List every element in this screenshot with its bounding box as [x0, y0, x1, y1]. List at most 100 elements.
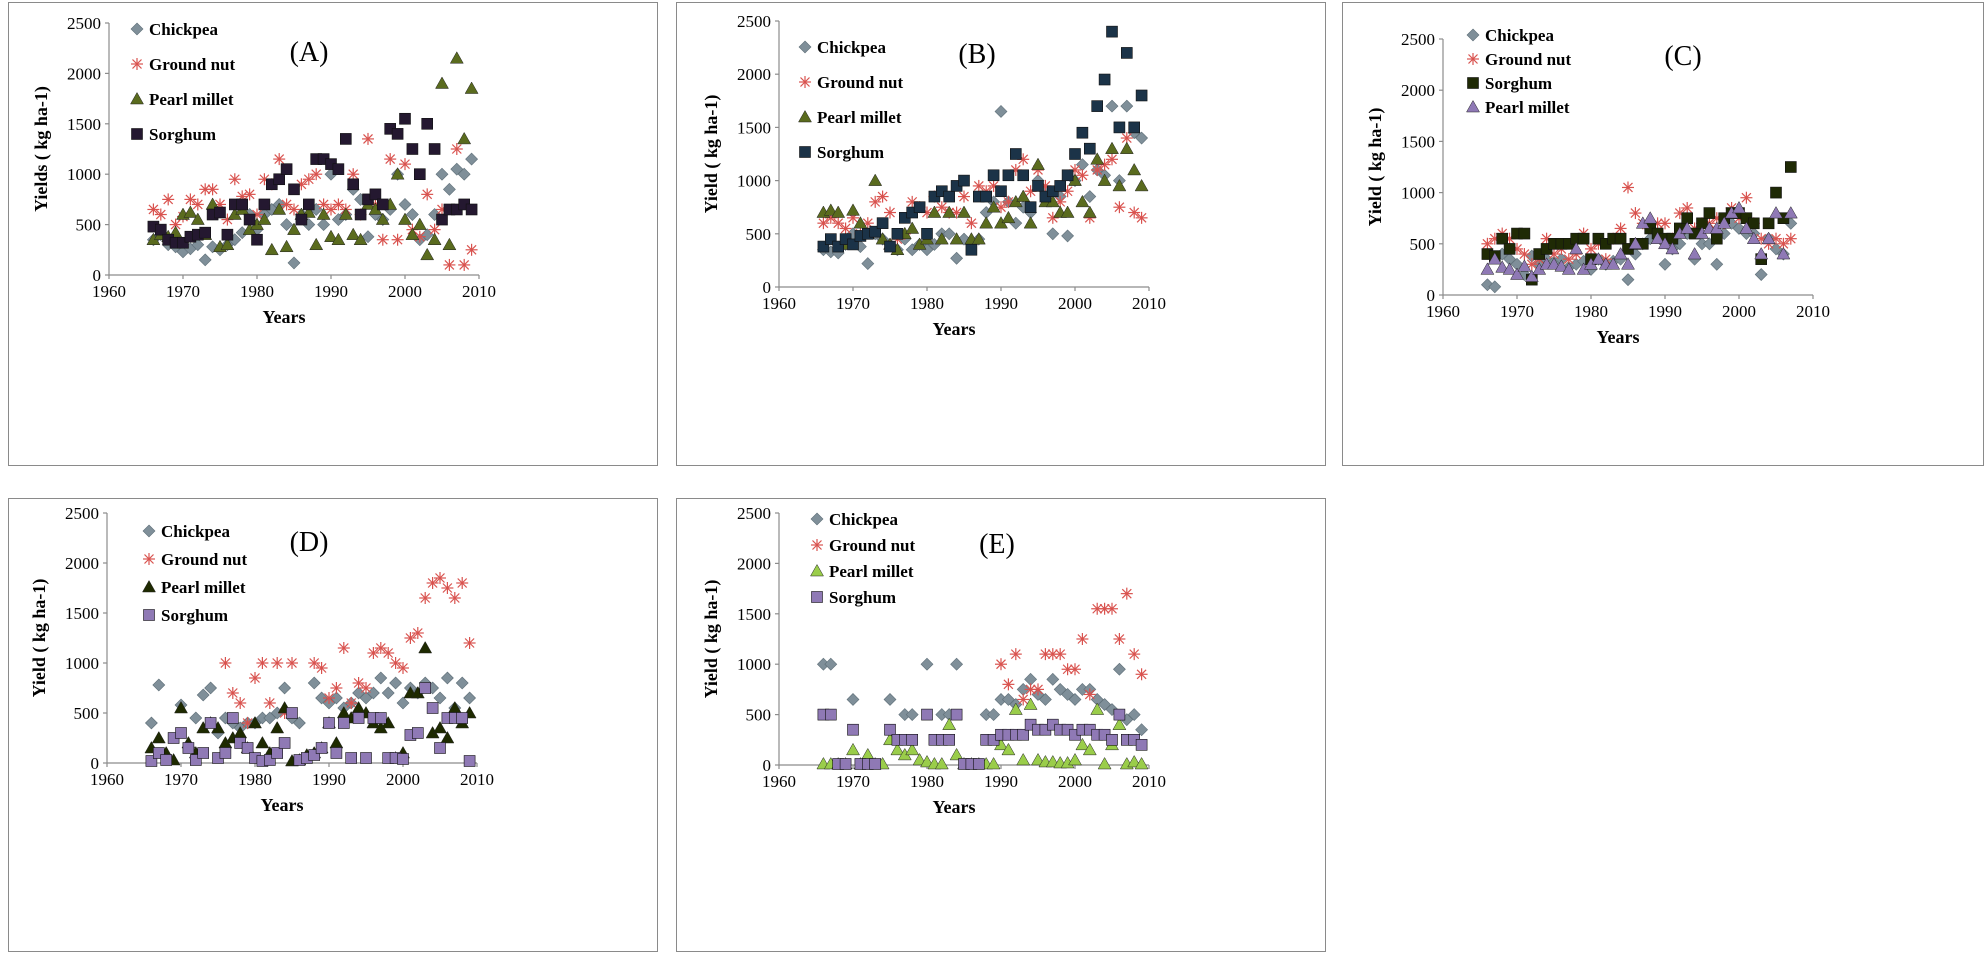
- x-tick-label: 1990: [312, 770, 346, 789]
- x-tick-label: 1980: [910, 294, 944, 313]
- legend-label: Ground nut: [1485, 50, 1571, 69]
- data-point: [1002, 678, 1015, 691]
- data-point: [433, 691, 447, 705]
- y-tick-label: 2500: [67, 14, 101, 33]
- data-point: [1031, 157, 1045, 170]
- data-point: [1002, 169, 1015, 182]
- data-point: [257, 212, 272, 225]
- data-point: [994, 105, 1008, 118]
- legend-marker: [1467, 77, 1479, 89]
- data-point: [1097, 173, 1112, 186]
- data-point: [934, 232, 949, 245]
- legend-marker: [143, 609, 155, 621]
- x-tick-label: 1970: [836, 294, 870, 313]
- series-sorghum: [145, 682, 476, 767]
- data-point: [1017, 693, 1030, 706]
- data-point: [360, 752, 372, 764]
- data-point: [427, 232, 442, 245]
- data-point: [404, 632, 417, 644]
- legend-marker: [131, 128, 143, 140]
- data-point: [942, 205, 957, 218]
- data-point: [391, 128, 404, 140]
- data-point: [1105, 99, 1119, 113]
- data-point: [1046, 227, 1060, 241]
- data-point: [226, 687, 239, 699]
- data-point: [1054, 180, 1067, 192]
- data-point: [419, 592, 432, 604]
- series-sorghum: [817, 708, 1148, 770]
- data-point: [360, 682, 372, 694]
- data-point: [1076, 126, 1089, 139]
- data-point: [263, 697, 276, 709]
- data-point: [345, 752, 358, 764]
- data-point: [292, 716, 306, 730]
- data-point: [1517, 259, 1532, 272]
- data-point: [1083, 190, 1097, 203]
- data-point: [1009, 648, 1022, 661]
- data-point: [465, 243, 478, 256]
- legend: Chickpea Ground nut Pearl millet Sorghum: [130, 20, 235, 144]
- data-point: [1069, 663, 1081, 676]
- data-point: [405, 208, 419, 221]
- data-point: [374, 642, 387, 654]
- data-point: [406, 143, 419, 155]
- data-point: [935, 201, 948, 214]
- data-point: [455, 676, 469, 690]
- x-tick-label: 1980: [1574, 302, 1608, 321]
- x-axis-label: Years: [261, 795, 304, 815]
- data-point: [1091, 100, 1104, 112]
- data-point: [1487, 252, 1502, 265]
- data-point: [1503, 243, 1516, 255]
- x-tick-label: 1990: [984, 294, 1018, 313]
- y-tick-label: 2000: [67, 64, 101, 83]
- data-point: [174, 700, 188, 714]
- data-point: [465, 152, 479, 166]
- data-point: [418, 640, 433, 654]
- data-point: [1784, 161, 1797, 173]
- data-point: [1510, 267, 1524, 280]
- data-point: [1106, 153, 1118, 166]
- data-point: [1710, 232, 1723, 245]
- data-point: [995, 658, 1007, 671]
- data-point: [1001, 742, 1016, 756]
- data-point: [1703, 207, 1716, 219]
- data-point: [1687, 247, 1702, 260]
- data-point: [1046, 672, 1060, 686]
- data-point: [1113, 633, 1126, 645]
- x-tick-label: 1970: [166, 282, 200, 301]
- data-point: [345, 697, 358, 709]
- data-point: [456, 577, 469, 589]
- data-point: [339, 133, 352, 145]
- chart-panel-d: 0 500 1000 1500 2000 2500 1960 1970 1980 1990 2000…: [8, 498, 658, 952]
- data-point: [206, 183, 219, 196]
- data-point: [1024, 683, 1037, 696]
- data-point: [913, 201, 926, 213]
- y-tick-label: 2500: [65, 504, 99, 523]
- data-point: [1480, 262, 1495, 275]
- chart-e-svg: 0 500 1000 1500 2000 2500 1960 1970 1980 1990 2000…: [701, 504, 1166, 817]
- data-point: [1112, 717, 1127, 730]
- data-point: [1569, 241, 1584, 255]
- x-tick-label: 1970: [164, 770, 198, 789]
- data-point: [1732, 200, 1746, 214]
- y-tick-label: 500: [746, 225, 772, 244]
- data-point: [950, 708, 963, 721]
- legend-marker: [798, 40, 812, 54]
- legend-label: Pearl millet: [1485, 98, 1570, 117]
- data-point: [1091, 163, 1104, 176]
- data-point: [287, 256, 301, 270]
- chart-panel-b: 0 500 1000 1500 2000 2500 1960 1970 1980 1990 2000…: [676, 2, 1326, 466]
- legend-label: Pearl millet: [817, 108, 902, 127]
- data-point: [1591, 252, 1606, 265]
- data-point: [243, 188, 256, 201]
- data-point: [399, 112, 411, 125]
- data-point: [398, 212, 412, 225]
- data-point: [457, 131, 472, 145]
- data-point: [1613, 247, 1628, 260]
- data-point: [884, 240, 896, 253]
- data-point: [1119, 141, 1134, 154]
- x-tick-label: 2000: [388, 282, 422, 301]
- data-point: [331, 232, 346, 245]
- legend-marker: [130, 22, 144, 36]
- data-point: [442, 237, 457, 251]
